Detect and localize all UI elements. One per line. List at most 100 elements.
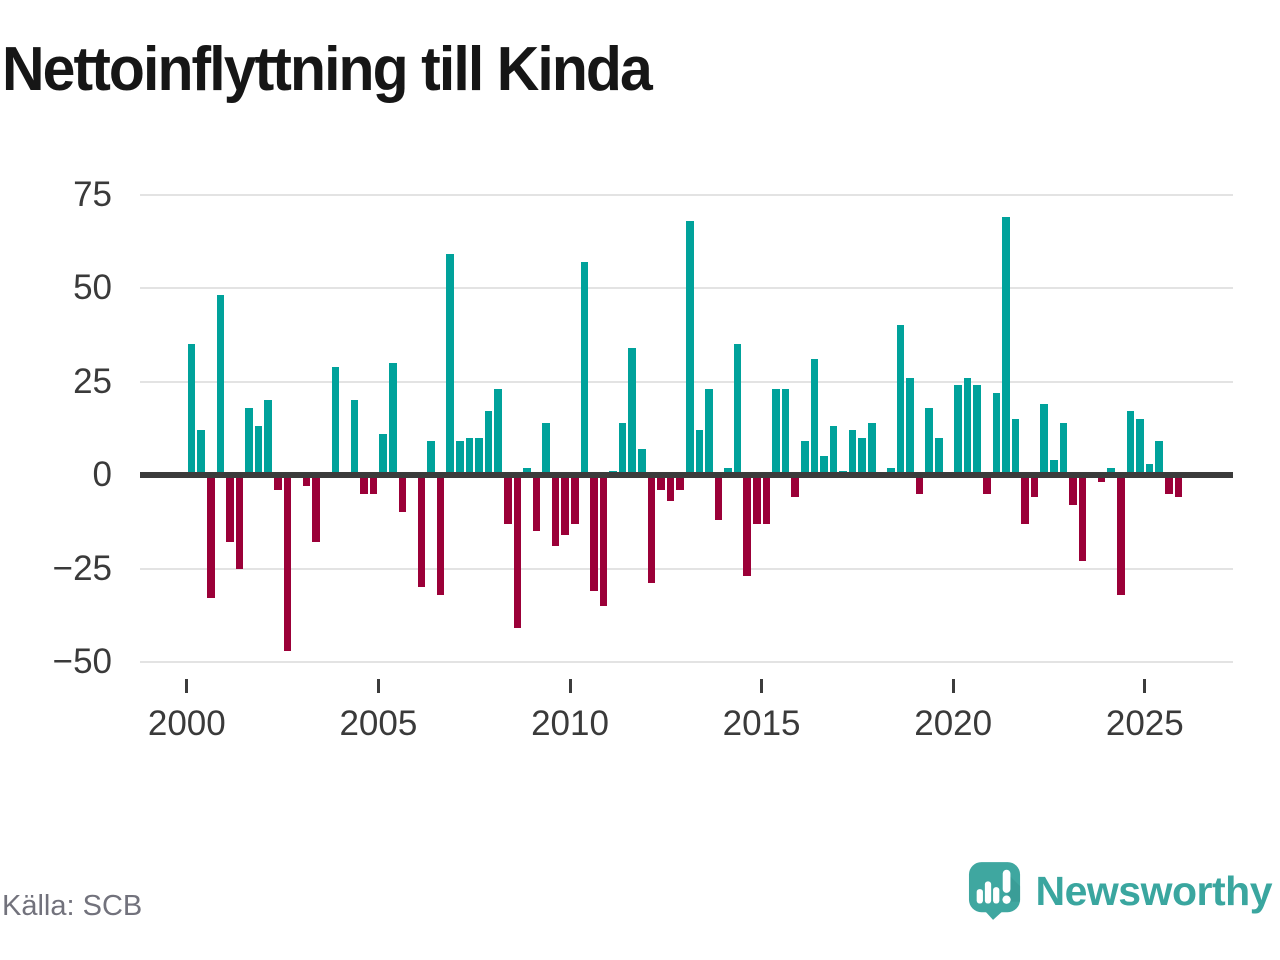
bar — [523, 467, 531, 475]
x-axis-tick — [1143, 679, 1147, 693]
bar — [590, 475, 598, 591]
bar — [848, 430, 857, 475]
bar — [925, 407, 934, 475]
bar — [1059, 422, 1068, 475]
bar — [379, 433, 387, 475]
y-tick-label: 25 — [73, 361, 112, 401]
bar — [1136, 418, 1144, 475]
bar — [484, 411, 493, 475]
bar — [896, 325, 905, 475]
bar — [245, 407, 253, 475]
bar — [762, 475, 771, 524]
bar — [647, 475, 656, 584]
x-axis-tick — [951, 679, 955, 693]
bar — [427, 441, 435, 475]
gridline — [140, 661, 1233, 663]
y-tick-label: 0 — [92, 455, 112, 494]
x-tick-label: 2010 — [531, 704, 609, 743]
bar — [1174, 475, 1183, 498]
gridline — [140, 193, 1233, 196]
bar — [618, 422, 627, 475]
bar — [1021, 475, 1029, 524]
bar — [982, 475, 991, 494]
x-axis-tick — [376, 679, 380, 693]
bar — [657, 475, 665, 490]
bar — [494, 388, 502, 475]
bar — [264, 400, 273, 475]
bar — [1117, 475, 1125, 595]
bar — [197, 430, 205, 475]
bar — [1040, 403, 1048, 475]
y-tick-label: −25 — [52, 548, 112, 588]
x-axis-tick — [760, 679, 764, 693]
bar — [973, 385, 981, 475]
bar — [446, 254, 455, 475]
bar — [599, 475, 608, 606]
bar — [456, 441, 464, 475]
bar — [216, 295, 225, 475]
bar — [331, 366, 340, 475]
bar — [1069, 475, 1077, 505]
newsworthy-logo: Newsworthy — [968, 860, 1273, 922]
bar — [935, 437, 943, 475]
bar — [753, 475, 761, 524]
bar — [1002, 216, 1010, 475]
bar — [695, 430, 704, 475]
bar — [532, 475, 541, 532]
gridline — [140, 567, 1233, 570]
bar — [475, 437, 483, 475]
bar — [1126, 411, 1135, 475]
bar — [283, 475, 292, 651]
bar — [800, 441, 809, 475]
bar — [685, 220, 694, 475]
bar — [867, 422, 876, 475]
page-title: Nettoinflyttning till Kinda — [2, 35, 653, 104]
bar — [571, 475, 579, 524]
bar — [417, 475, 426, 588]
bar — [1107, 467, 1116, 475]
x-tick-label: 2005 — [339, 704, 418, 743]
bar — [1164, 475, 1173, 494]
bar — [369, 475, 378, 494]
bar — [810, 359, 819, 475]
bar — [561, 475, 569, 535]
bar — [542, 422, 550, 475]
bar — [302, 475, 311, 487]
newsworthy-logo-icon — [968, 860, 1022, 922]
bar — [1097, 475, 1106, 483]
x-tick-label: 2020 — [914, 704, 993, 743]
x-tick-label: 2025 — [1105, 704, 1184, 743]
bar — [666, 475, 675, 502]
bar — [1155, 441, 1163, 475]
x-tick-label: 2000 — [147, 704, 226, 743]
bar — [743, 475, 752, 576]
bar — [350, 400, 359, 475]
bar — [638, 448, 646, 475]
bar — [1030, 475, 1039, 498]
newsworthy-wordmark: Newsworthy — [1035, 868, 1273, 914]
bar — [954, 385, 962, 475]
bar — [772, 388, 780, 475]
bar — [705, 388, 713, 475]
bar — [465, 437, 474, 475]
bar — [858, 437, 866, 475]
bar — [436, 475, 445, 595]
bar — [714, 475, 723, 520]
x-tick-label: 2015 — [722, 704, 801, 743]
bar — [781, 388, 790, 475]
bar — [829, 426, 838, 475]
bar — [915, 475, 924, 494]
y-tick-label: 50 — [73, 268, 112, 307]
bar — [312, 475, 320, 543]
y-tick-label: 75 — [73, 174, 112, 214]
bar — [1078, 475, 1087, 562]
bar — [503, 475, 512, 524]
y-tick-label: −50 — [52, 642, 112, 681]
bar — [992, 392, 1001, 475]
bar — [887, 467, 895, 475]
bar — [820, 456, 828, 475]
x-axis-tick — [185, 679, 189, 693]
bar — [1145, 463, 1154, 475]
x-axis-tick — [568, 679, 572, 693]
